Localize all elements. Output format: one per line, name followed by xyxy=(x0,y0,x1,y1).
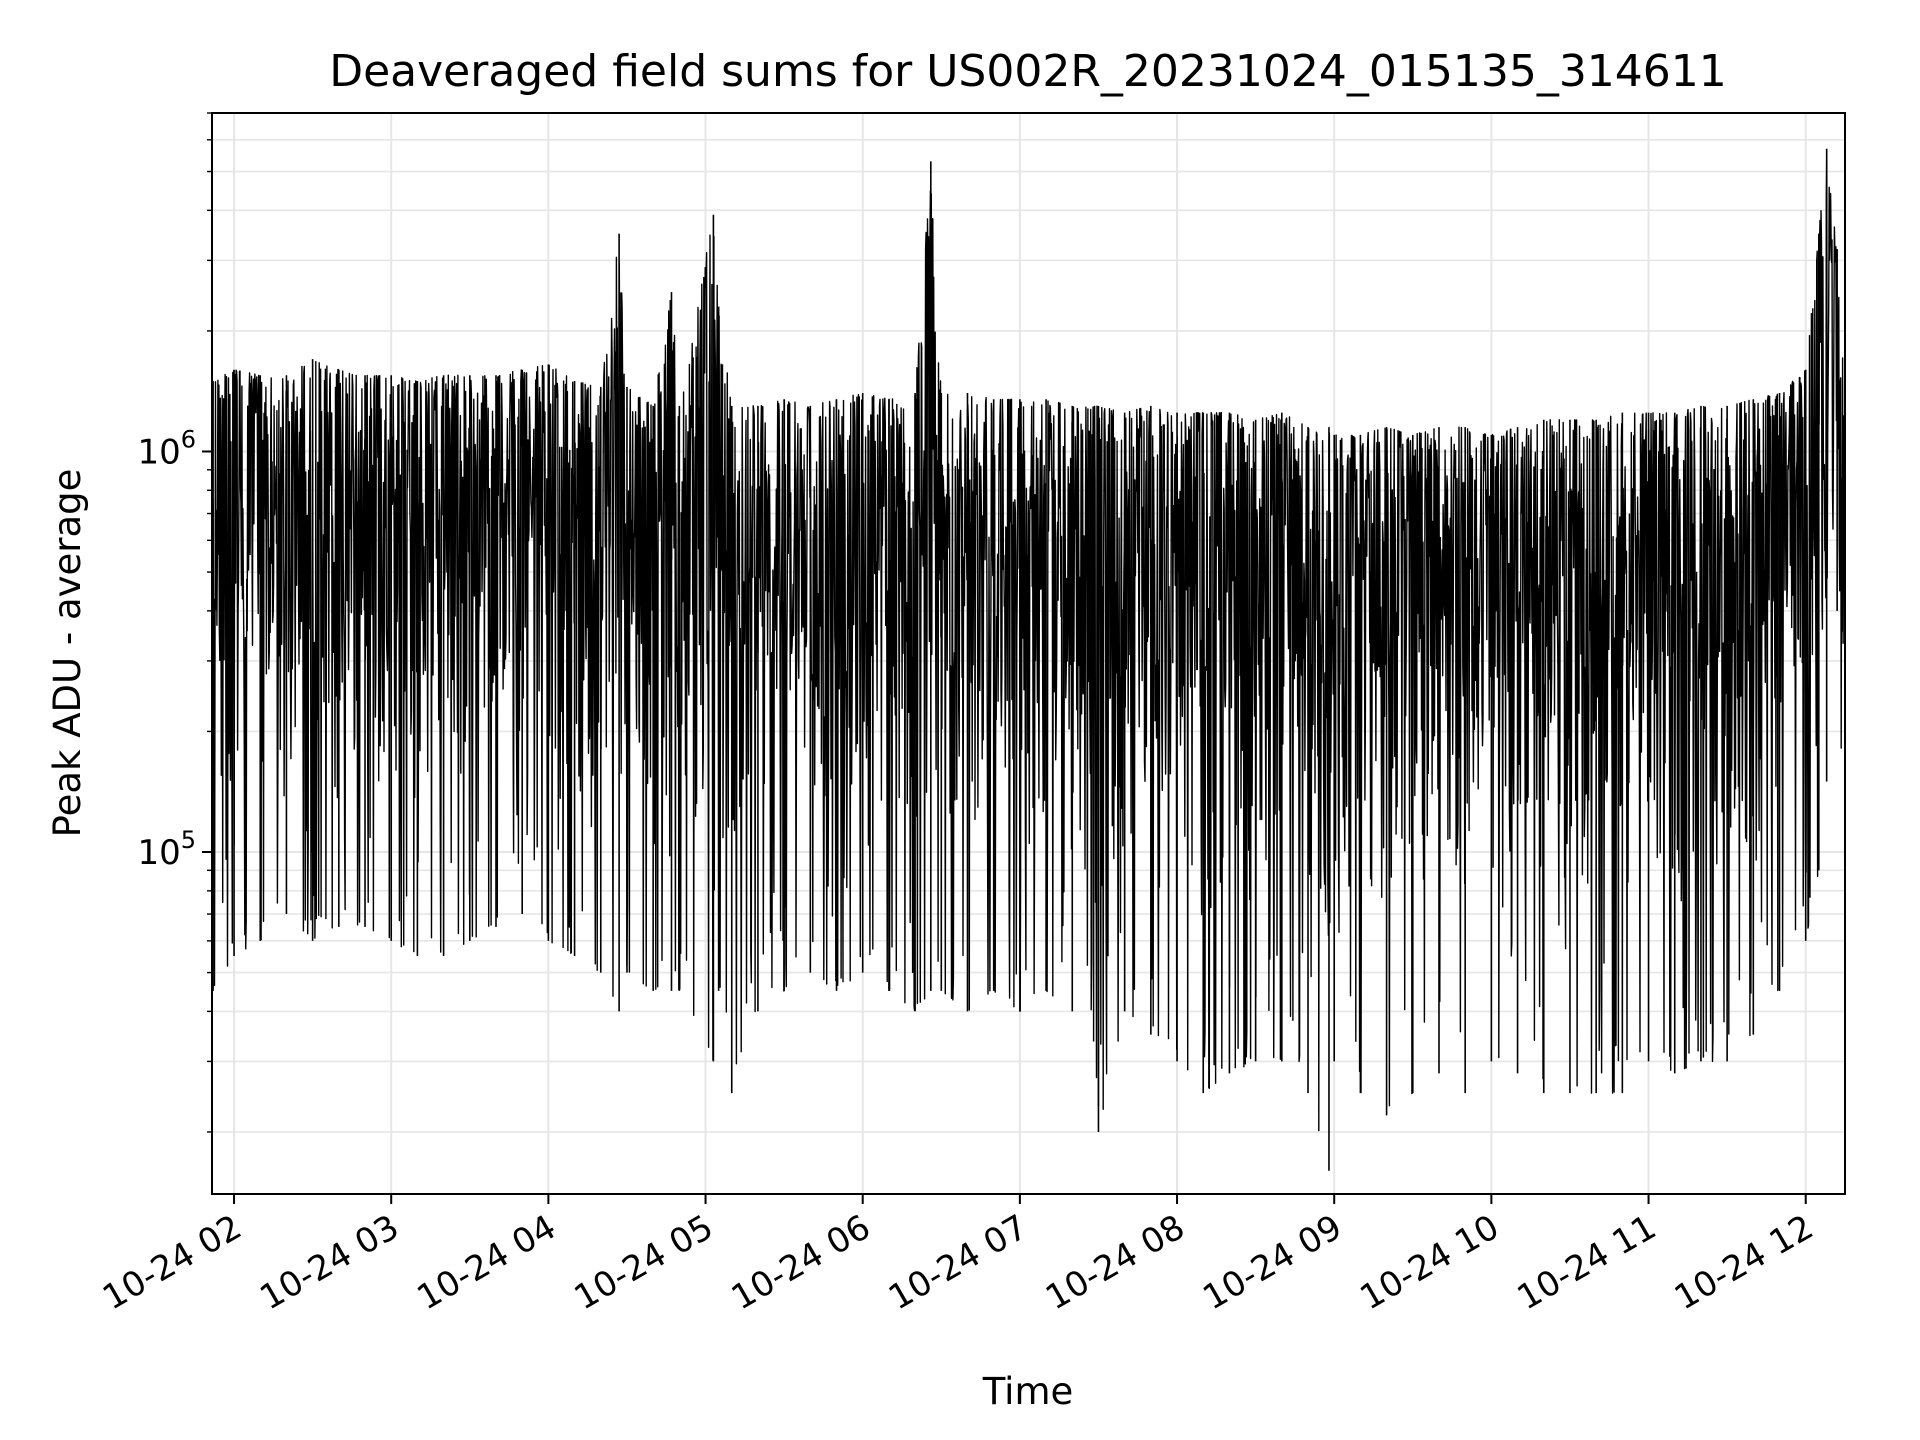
x-tick-label: 10-24 03 xyxy=(253,1207,405,1318)
x-tick-label: 10-24 05 xyxy=(568,1207,720,1318)
y-axis-label: Peak ADU - average xyxy=(46,469,89,838)
x-tick-label: 10-24 08 xyxy=(1039,1207,1191,1318)
x-tick-label: 10-24 09 xyxy=(1196,1207,1348,1318)
x-tick-label: 10-24 02 xyxy=(96,1207,248,1318)
plot-area xyxy=(212,148,1845,1171)
x-tick-label: 10-24 04 xyxy=(410,1207,562,1318)
x-tick-label: 10-24 12 xyxy=(1668,1207,1820,1318)
y-tick-label: 105 xyxy=(137,826,196,873)
plot-frame xyxy=(211,112,1846,1195)
chart-title: Deaveraged field sums for US002R_2023102… xyxy=(329,46,1727,97)
x-axis: 10-24 02 10-24 03 10-24 04 10-24 05 10-24 06… xyxy=(96,1194,1820,1318)
x-tick-label: 10-24 07 xyxy=(882,1207,1034,1318)
y-axis: 105 106 xyxy=(137,112,212,1133)
x-axis-label: Time xyxy=(982,1370,1074,1413)
y-tick-label: 106 xyxy=(137,425,196,472)
x-tick-label: 10-24 10 xyxy=(1353,1207,1505,1318)
x-tick-label: 10-24 11 xyxy=(1511,1207,1663,1318)
data-series-line xyxy=(212,151,1845,1132)
x-tick-label: 10-24 06 xyxy=(725,1207,877,1318)
